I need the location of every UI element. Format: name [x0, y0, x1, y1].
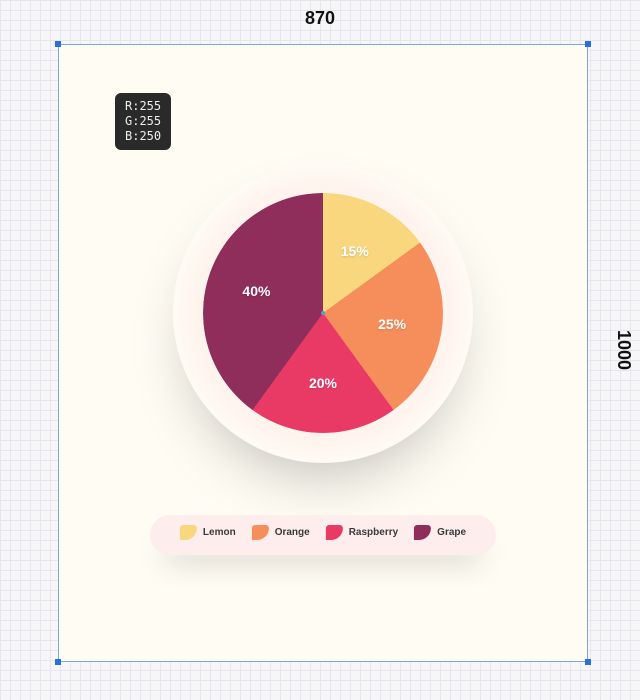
chart-legend: Lemon Orange Raspberry Grape [150, 515, 496, 555]
legend-item[interactable]: Orange [252, 525, 310, 540]
resize-handle-top-right[interactable] [585, 41, 591, 47]
pie-chart-halo: 15% 25% 20% 40% [173, 163, 473, 463]
legend-swatch-icon [326, 525, 343, 540]
legend-item[interactable]: Lemon [180, 525, 236, 540]
resize-handle-top-left[interactable] [55, 41, 61, 47]
rgb-r: R:255 [125, 99, 161, 114]
legend-item[interactable]: Raspberry [326, 525, 398, 540]
legend-swatch-icon [180, 525, 197, 540]
pie-chart: 15% 25% 20% 40% [203, 193, 443, 433]
pie-slice-label: 25% [378, 316, 406, 332]
pie-slice-label: 20% [309, 375, 337, 391]
color-inspector-tooltip: R:255 G:255 B:250 [115, 93, 171, 150]
frame-height-label: 1000 [613, 0, 634, 700]
legend-label: Raspberry [349, 527, 398, 538]
legend-label: Orange [275, 527, 310, 538]
design-canvas[interactable]: R:255 G:255 B:250 15% 25% 20% 40% Lemon Oran… [58, 44, 588, 662]
rgb-g: G:255 [125, 114, 161, 129]
legend-label: Lemon [203, 527, 236, 538]
frame-width-label: 870 [0, 8, 640, 29]
pie-center-dot [321, 311, 325, 315]
rgb-b: B:250 [125, 129, 161, 144]
pie-slice-label: 15% [341, 243, 369, 259]
resize-handle-bottom-left[interactable] [55, 659, 61, 665]
legend-swatch-icon [252, 525, 269, 540]
legend-item[interactable]: Grape [414, 525, 466, 540]
resize-handle-bottom-right[interactable] [585, 659, 591, 665]
legend-swatch-icon [414, 525, 431, 540]
legend-label: Grape [437, 527, 466, 538]
pie-slice-label: 40% [242, 283, 270, 299]
